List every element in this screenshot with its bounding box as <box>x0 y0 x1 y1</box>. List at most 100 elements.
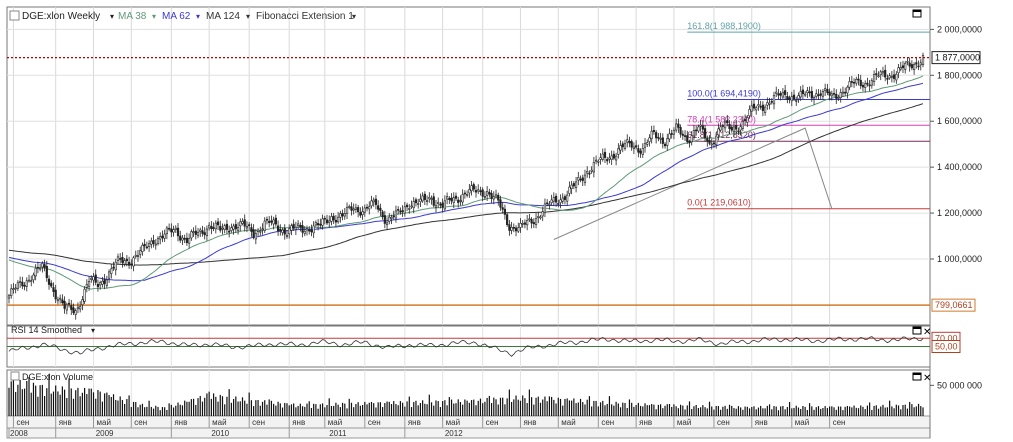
support-level-tag <box>931 298 976 312</box>
volume-bar <box>617 403 619 416</box>
candle-body <box>261 228 264 231</box>
candle-body <box>263 220 266 231</box>
candle-body <box>879 71 882 75</box>
volume-bar <box>224 404 226 416</box>
candle-body <box>314 222 317 226</box>
volume-bar <box>753 406 755 416</box>
candle-body <box>368 206 371 210</box>
candle-body <box>819 93 822 96</box>
candle-body <box>777 93 780 96</box>
volume-bar <box>359 405 361 416</box>
candle-body <box>779 93 782 96</box>
candle-body <box>410 205 413 208</box>
candle-body <box>695 129 698 132</box>
candle-body <box>639 150 642 154</box>
volume-bar <box>713 409 715 416</box>
candle-body <box>317 223 320 226</box>
volume-bar <box>270 400 273 416</box>
volume-bar <box>355 404 357 416</box>
fib-study-dropdown-icon[interactable]: ▾ <box>352 12 356 21</box>
volume-bar <box>771 409 773 416</box>
month-label: сен <box>134 418 147 427</box>
maximize-main-icon-bar <box>913 10 921 12</box>
candle-body <box>188 238 191 244</box>
ma38-label[interactable]: MA 38 <box>118 11 147 22</box>
fib-study-label[interactable]: Fibonacci Extension 1 <box>256 11 354 22</box>
candle-body <box>559 199 562 203</box>
candle-body <box>835 94 838 99</box>
volume-bar <box>793 407 795 416</box>
volume-bar <box>797 407 800 416</box>
volume-bar <box>731 405 733 416</box>
volume-bar <box>637 402 639 416</box>
ma124-label[interactable]: MA 124 <box>206 11 240 22</box>
ma38-dropdown-icon[interactable]: ▾ <box>152 12 156 21</box>
volume-bar <box>319 404 321 416</box>
rsi-dropdown-icon[interactable]: ▾ <box>91 326 95 335</box>
volume-bar <box>497 404 499 416</box>
ma62-label[interactable]: MA 62 <box>162 11 191 22</box>
candle-body <box>16 282 19 289</box>
volume-bar <box>524 398 526 416</box>
candle-body <box>321 218 324 226</box>
candle-body <box>292 223 295 229</box>
volume-bar <box>800 408 802 416</box>
volume-bar <box>740 407 742 416</box>
volume-bar <box>673 404 675 416</box>
volume-bar <box>290 404 293 416</box>
candle-body <box>134 254 137 257</box>
candle-body <box>530 219 533 224</box>
volume-title[interactable]: DGE:xlon Volume <box>22 372 93 382</box>
candle-body <box>592 162 595 173</box>
candle-body <box>864 83 867 88</box>
volume-bar <box>804 406 806 416</box>
candle-body <box>699 124 702 127</box>
candle-body <box>895 73 898 81</box>
candle-body <box>519 223 522 228</box>
close-rsi-icon[interactable]: ✕ <box>923 327 931 338</box>
rsi-title[interactable]: RSI 14 Smoothed <box>11 325 82 335</box>
volume-bar <box>32 382 35 416</box>
candle-body <box>772 94 776 105</box>
volume-bar <box>455 403 457 416</box>
close-volume-icon[interactable]: ✕ <box>923 373 931 384</box>
candle-body <box>365 206 369 209</box>
candle-body <box>145 246 148 249</box>
volume-bar <box>822 407 824 416</box>
candle-body <box>637 148 640 153</box>
volume-bar <box>430 402 433 416</box>
candle-body <box>163 233 166 239</box>
volume-bar <box>326 404 328 416</box>
moving-average-line-ma62 <box>8 82 924 282</box>
candle-body <box>265 218 269 221</box>
volume-bar <box>81 392 83 416</box>
symbol-label[interactable]: DGE:xlon Weekly <box>22 11 100 22</box>
candle-body <box>855 78 858 84</box>
volume-bar <box>517 399 519 416</box>
ma124-dropdown-icon[interactable]: ▾ <box>246 12 250 21</box>
candle-body <box>54 289 57 300</box>
volume-bar <box>571 400 573 416</box>
volume-bar <box>855 407 857 416</box>
candle-body <box>179 235 182 241</box>
month-label: сен <box>16 418 29 427</box>
volume-bar <box>233 398 235 416</box>
volume-bar <box>184 400 186 416</box>
symbol-dropdown-icon[interactable]: ▾ <box>110 12 114 21</box>
volume-bar <box>339 407 341 416</box>
candle-body <box>655 132 658 139</box>
candle-body <box>672 129 676 135</box>
candle-body <box>339 213 342 218</box>
candle-body <box>603 151 607 158</box>
candle-body <box>795 100 798 102</box>
candle-body <box>632 146 636 149</box>
candle-body <box>372 199 375 203</box>
candle-body <box>72 307 75 314</box>
candle-body <box>87 281 91 287</box>
candle-body <box>463 192 466 195</box>
candle-body <box>127 261 131 266</box>
ma62-dropdown-icon[interactable]: ▾ <box>196 12 200 21</box>
candle-body <box>41 263 44 268</box>
volume-bar <box>586 399 588 416</box>
last-price-value: 1 877,0000 <box>935 53 980 63</box>
